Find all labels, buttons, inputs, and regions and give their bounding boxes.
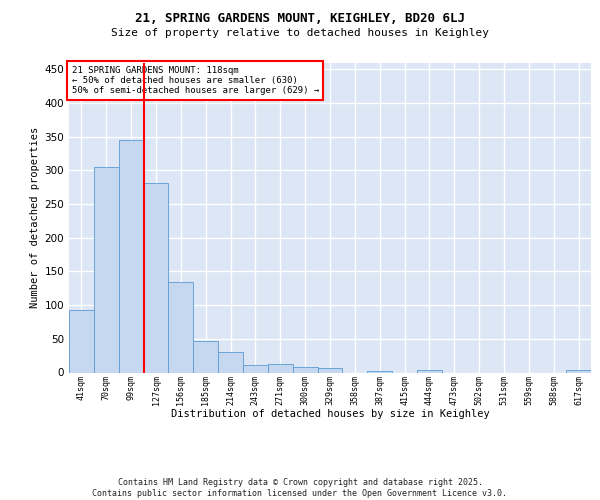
Bar (417, 370, 442, 372)
Bar (193, 341, 218, 372)
Bar (143, 183, 169, 372)
Y-axis label: Number of detached properties: Number of detached properties (30, 127, 40, 308)
Bar (119, 140, 143, 372)
Bar (566, 370, 591, 372)
Text: 21 SPRING GARDENS MOUNT: 118sqm
← 50% of detached houses are smaller (630)
50% o: 21 SPRING GARDENS MOUNT: 118sqm ← 50% of… (71, 66, 319, 96)
Text: 21, SPRING GARDENS MOUNT, KEIGHLEY, BD20 6LJ: 21, SPRING GARDENS MOUNT, KEIGHLEY, BD20… (135, 12, 465, 26)
Text: Size of property relative to detached houses in Keighley: Size of property relative to detached ho… (111, 28, 489, 38)
Bar (69, 310, 94, 372)
Bar (268, 364, 293, 372)
Bar (317, 368, 343, 372)
Bar (367, 371, 392, 372)
Bar (94, 167, 119, 372)
Bar (293, 367, 317, 372)
Text: Contains HM Land Registry data © Crown copyright and database right 2025.
Contai: Contains HM Land Registry data © Crown c… (92, 478, 508, 498)
X-axis label: Distribution of detached houses by size in Keighley: Distribution of detached houses by size … (170, 410, 490, 420)
Bar (169, 282, 193, 372)
Bar (243, 365, 268, 372)
Bar (218, 352, 243, 372)
